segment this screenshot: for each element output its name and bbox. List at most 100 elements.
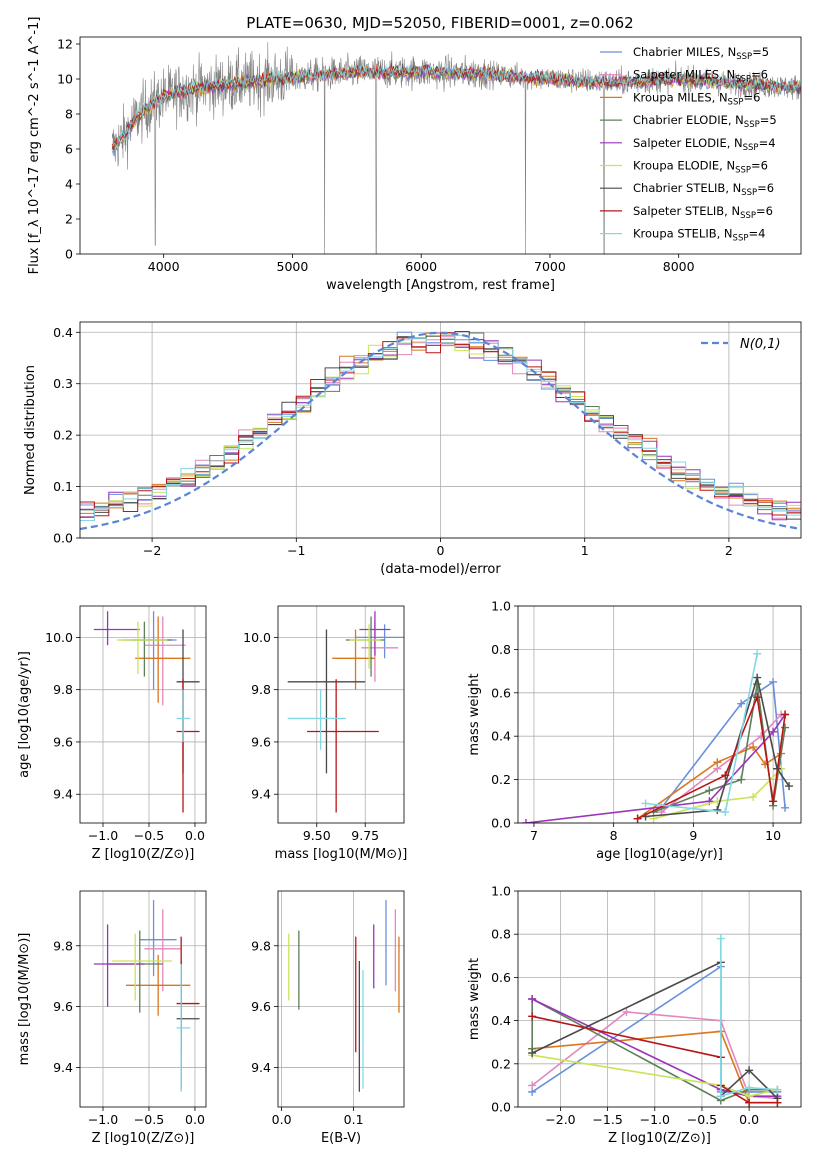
legend-entry: Kroupa ELODIE, NSSP=6 [633, 159, 768, 176]
plot-area [80, 331, 801, 531]
plot-area [288, 900, 400, 1092]
x-tick-label: 0.0 [739, 1112, 759, 1127]
weight-marker [785, 782, 794, 791]
x-axis-label: E(B-V) [321, 1131, 361, 1146]
y-tick-label: 0.0 [491, 1100, 511, 1115]
x-tick-label: −0.5 [687, 1112, 717, 1127]
x-tick-label: −2.0 [545, 1112, 575, 1127]
y-tick-label: 9.4 [53, 787, 73, 802]
error-point [125, 954, 191, 1016]
panel-weight_vs_age: 7 8 9 10 0.0 0.2 0.4 0.6 0.8 1.0 age [log10(age/yr… [467, 599, 802, 862]
x-tick-label: 2 [725, 543, 733, 558]
weight-marker [773, 1085, 782, 1094]
x-tick-label: 5000 [277, 259, 309, 274]
y-tick-label: 0.3 [53, 376, 73, 391]
x-tick-label: −1.0 [640, 1112, 670, 1127]
legend-value: =6 [756, 204, 773, 218]
x-axis-label: (data-model)/error [380, 562, 501, 577]
y-tick-label: 6 [65, 142, 73, 157]
weight-marker [528, 1081, 537, 1090]
y-tick-label: 0.2 [491, 772, 511, 787]
x-tick-label: 4000 [148, 259, 180, 274]
weight-series-line [532, 1054, 778, 1098]
axes-frame [79, 605, 207, 824]
weight-marker [705, 786, 714, 795]
error-point [116, 621, 168, 674]
axes-frame [79, 36, 802, 255]
x-axis-label: Z [log10(Z/Z⊙)] [92, 1131, 195, 1146]
x-tick-label: −0.5 [134, 828, 164, 843]
normal-reference-curve [80, 331, 801, 531]
y-tick-label: 0.8 [491, 927, 511, 942]
plot-area [111, 42, 801, 254]
weight-marker [745, 1098, 754, 1107]
legend-value: =6 [751, 159, 768, 173]
weight-marker [781, 723, 790, 732]
legend-value: =6 [751, 68, 768, 82]
weight-marker [721, 771, 730, 780]
weight-marker [753, 673, 762, 682]
reference-legend-label: N(0,1) [740, 337, 781, 352]
y-tick-label: 0.4 [491, 729, 511, 744]
legend-value: =6 [757, 181, 774, 195]
y-tick-label: 9.8 [53, 938, 73, 953]
y-axis-label: mass weight [467, 958, 482, 1040]
x-tick-label: 0.1 [344, 1112, 364, 1127]
weight-marker [641, 799, 650, 808]
panel-mass_vs_Z: −1.0 −0.5 0.0 9.4 9.6 9.8 Z [log10(Z/Z⊙)] mass … [17, 890, 207, 1146]
legend-entry: Salpeter MILES, NSSP=6 [633, 68, 768, 85]
figure-title: PLATE=0630, MJD=52050, FIBERID=0001, z=0… [246, 14, 633, 32]
weight-marker [716, 934, 725, 943]
residual-histogram [80, 334, 801, 521]
weight-marker [745, 1066, 754, 1075]
weight-marker [781, 803, 790, 812]
y-tick-label: 0.1 [53, 479, 73, 494]
x-axis-label: mass [log10(M/M⊙)] [275, 847, 408, 862]
x-tick-label: 7 [530, 828, 538, 843]
weight-marker [528, 1012, 537, 1021]
y-axis-label: age [log10(age/yr)] [17, 651, 32, 778]
legend-value: =6 [743, 90, 760, 104]
weight-marker [769, 677, 778, 686]
x-axis-label: wavelength [Angstrom, rest frame] [326, 278, 555, 293]
y-tick-label: 9.4 [53, 1060, 73, 1075]
legend-subscript: SSP [735, 75, 751, 85]
legend-value: =5 [760, 113, 777, 127]
weight-marker [528, 995, 537, 1003]
error-point [287, 689, 346, 750]
weight-marker [753, 693, 762, 702]
legend-entry: Kroupa STELIB, NSSP=4 [633, 227, 765, 244]
error-point [144, 909, 182, 992]
y-tick-label: 0.4 [53, 325, 73, 340]
weight-marker [633, 814, 642, 823]
y-tick-label: 10 [57, 72, 73, 87]
weight-marker [769, 727, 778, 736]
weight-series-line [525, 714, 786, 823]
weight-marker [716, 1092, 725, 1101]
weight-marker [749, 743, 758, 752]
y-tick-label: 0.8 [491, 642, 511, 657]
weight-marker [713, 758, 722, 767]
y-tick-label: 0.0 [53, 531, 73, 546]
legend-subscript: SSP [740, 211, 756, 221]
y-tick-label: 0.6 [491, 685, 511, 700]
y-axis-label: mass weight [467, 673, 482, 755]
error-point [112, 933, 172, 1001]
axes-frame [277, 890, 405, 1108]
spectrum-legend: Chabrier MILES, NSSP=5 Salpeter MILES, NS… [600, 45, 777, 244]
model-spectrum [111, 63, 801, 151]
weight-marker [521, 819, 530, 823]
axes-frame [277, 605, 405, 824]
x-tick-label: 0.0 [185, 828, 205, 843]
plot-area [287, 611, 404, 813]
y-tick-label: 0.4 [491, 1013, 511, 1028]
y-tick-label: 2 [65, 212, 73, 227]
y-tick-label: 9.6 [53, 999, 73, 1014]
model-spectrum [112, 63, 801, 149]
y-tick-label: 8 [65, 107, 73, 122]
panel-age_vs_mass: 9.50 9.75 9.4 9.6 9.8 10.0 mass [log10(M/M⊙)] [243, 605, 408, 862]
legend-subscript: SSP [735, 166, 751, 176]
y-tick-label: 9.6 [251, 999, 271, 1014]
x-tick-label: 0.0 [272, 1112, 292, 1127]
